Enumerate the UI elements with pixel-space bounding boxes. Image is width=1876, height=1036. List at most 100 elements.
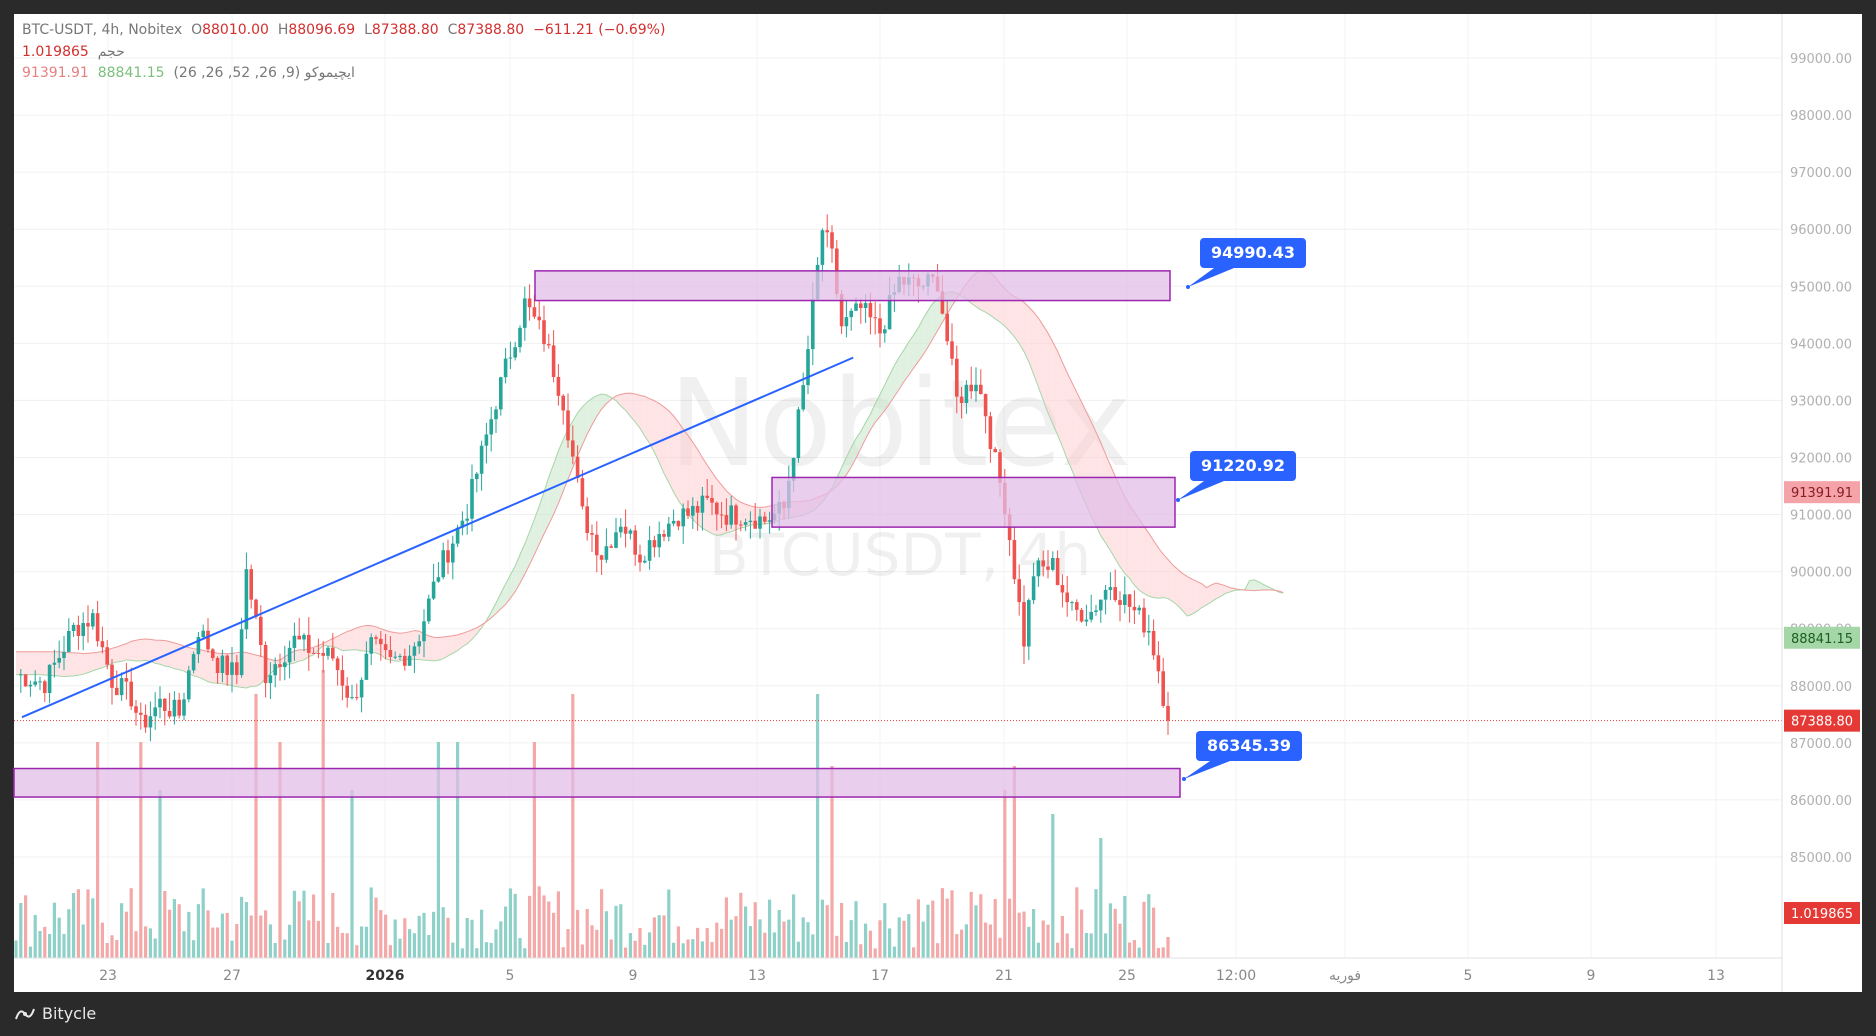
cloud-segment bbox=[601, 393, 607, 410]
candle-body bbox=[676, 520, 681, 527]
candle-body bbox=[436, 577, 441, 582]
volume-bar bbox=[792, 894, 796, 958]
candle-body bbox=[671, 520, 676, 524]
cloud-segment bbox=[342, 631, 348, 651]
volume-bar bbox=[153, 938, 157, 958]
cloud-segment bbox=[707, 465, 712, 534]
volume-bar bbox=[912, 947, 916, 958]
cloud-segment bbox=[68, 652, 74, 677]
volume-label: حجم bbox=[97, 44, 125, 60]
candle-body bbox=[369, 637, 373, 654]
cloud-segment bbox=[332, 636, 338, 649]
open-value: 88010.00 bbox=[202, 22, 269, 38]
ichimoku-b-tag: 91391.91 bbox=[1791, 486, 1853, 501]
volume-bar bbox=[1008, 898, 1012, 958]
candle-body bbox=[700, 495, 705, 513]
volume-bar bbox=[816, 694, 820, 958]
candle-body bbox=[691, 505, 695, 516]
candle-body bbox=[115, 687, 119, 696]
candle-body bbox=[945, 313, 949, 342]
candle-body bbox=[547, 344, 551, 346]
cloud-segment bbox=[203, 650, 208, 682]
candle-body bbox=[619, 526, 623, 533]
volume-bar bbox=[580, 944, 584, 958]
candle-body bbox=[988, 416, 993, 449]
candle-body bbox=[839, 294, 844, 327]
candle-body bbox=[167, 710, 172, 717]
time-tick-label: 27 bbox=[223, 968, 241, 984]
volume-bar bbox=[350, 790, 354, 958]
volume-bar bbox=[1142, 901, 1146, 958]
time-axis[interactable]: 23 27 2026 5 9 13 17 21 25 12:00 فوریه 5 9 13 bbox=[14, 957, 1782, 984]
footer-brand-label: Bitycle bbox=[42, 1004, 97, 1023]
volume-bar bbox=[1056, 942, 1060, 958]
candle-body bbox=[499, 377, 503, 410]
candle-body bbox=[326, 647, 330, 656]
candle-body bbox=[537, 316, 541, 321]
cloud-segment bbox=[625, 393, 631, 417]
volume-bar bbox=[1022, 911, 1026, 958]
price-annotations[interactable]: 94990.43 91220.92 86345.39 bbox=[1176, 238, 1306, 781]
cloud-segment bbox=[448, 635, 453, 656]
volume-bar bbox=[91, 898, 95, 958]
candle-body bbox=[863, 303, 868, 309]
callout-label: 91220.92 bbox=[1201, 456, 1285, 475]
ichimoku-a-tag-bg bbox=[1784, 626, 1860, 649]
volume-bar bbox=[268, 924, 272, 958]
candle-body bbox=[177, 699, 181, 716]
volume-bar bbox=[801, 917, 805, 958]
cloud-segment bbox=[697, 449, 703, 529]
footer-brand[interactable]: Bitycle bbox=[14, 1004, 96, 1023]
candle-body bbox=[379, 638, 383, 645]
candle-body bbox=[355, 697, 359, 699]
ichimoku-b-tag-bg bbox=[1784, 481, 1860, 504]
candle-body bbox=[868, 303, 873, 318]
candle-body bbox=[604, 546, 609, 560]
volume-bar bbox=[945, 898, 949, 958]
volume-bar bbox=[667, 889, 671, 958]
volume-bar bbox=[316, 920, 320, 958]
volume-bar bbox=[950, 890, 954, 958]
candle-body bbox=[331, 647, 335, 659]
close-value: 87388.80 bbox=[457, 22, 525, 38]
volume-bar bbox=[441, 907, 445, 958]
cloud-segment bbox=[25, 651, 31, 675]
volume-bar bbox=[499, 921, 503, 958]
cloud-segment bbox=[1014, 296, 1020, 344]
candle-body bbox=[134, 706, 138, 713]
last-price-tag-bg bbox=[1784, 709, 1860, 732]
cloud-segment bbox=[563, 429, 568, 492]
candle-body bbox=[244, 569, 249, 630]
candle-body bbox=[86, 623, 90, 627]
volume-bar bbox=[1041, 920, 1045, 958]
trend-line[interactable] bbox=[21, 356, 854, 719]
time-tick-label: 5 bbox=[1464, 968, 1473, 984]
price-zone bbox=[771, 476, 1176, 528]
cloud-segment bbox=[654, 400, 660, 463]
cloud-segment bbox=[889, 365, 895, 404]
legend-volume: حجم 1.019865 bbox=[22, 44, 125, 60]
volume-bar bbox=[556, 891, 560, 958]
candle-body bbox=[791, 458, 796, 481]
candle-body bbox=[38, 681, 42, 683]
price-axis[interactable]: 99000.00 98000.00 97000.00 96000.00 95000.00… bbox=[1781, 14, 1860, 992]
volume-bar bbox=[408, 929, 412, 958]
callout-anchor bbox=[1186, 285, 1190, 289]
cloud-segment bbox=[251, 653, 256, 687]
price-zones[interactable] bbox=[13, 270, 1181, 798]
price-tick-label: 85000.00 bbox=[1790, 851, 1852, 866]
cloud-segment bbox=[553, 450, 559, 515]
candle-body bbox=[715, 502, 719, 515]
candle-body bbox=[278, 664, 282, 668]
cloud-segment bbox=[112, 646, 117, 664]
cloud-segment bbox=[1052, 342, 1058, 435]
volume-bar bbox=[504, 906, 508, 958]
candle-body bbox=[662, 533, 666, 537]
candle-body bbox=[359, 679, 364, 698]
candle-body bbox=[1046, 566, 1050, 570]
cloud-segment bbox=[1158, 547, 1164, 599]
candle-body bbox=[494, 409, 498, 420]
candle-body bbox=[873, 317, 877, 319]
candle-body bbox=[527, 298, 532, 308]
